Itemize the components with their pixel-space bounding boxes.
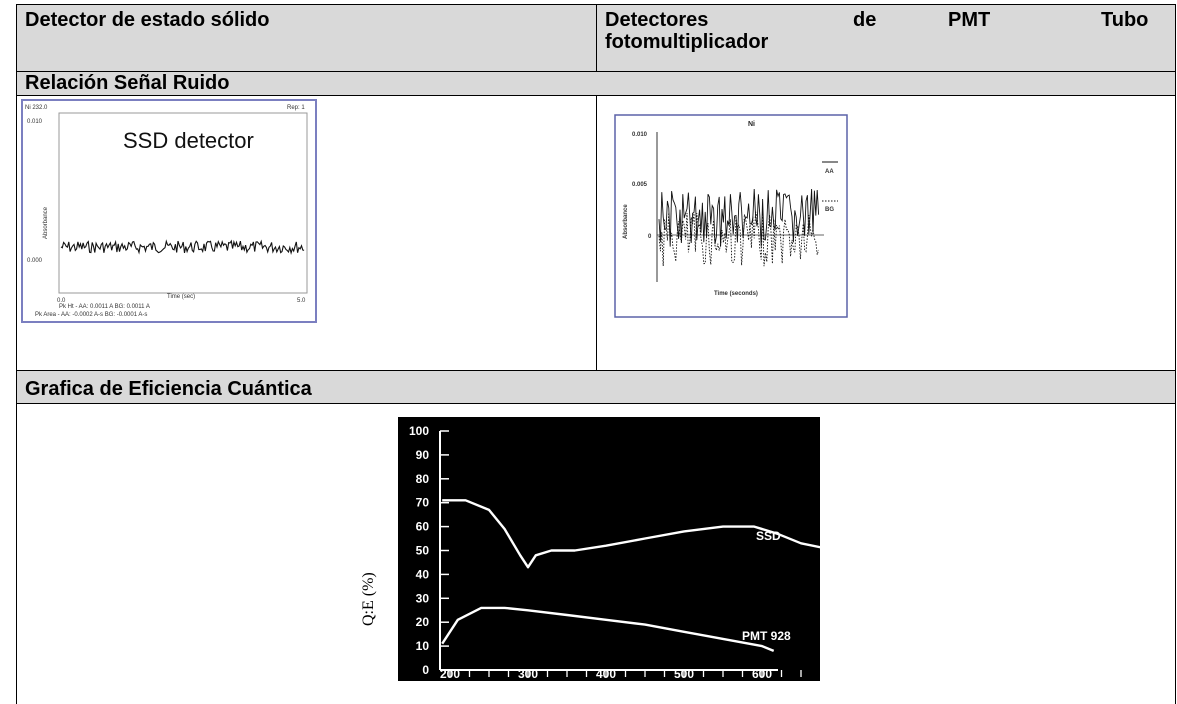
pmt-plot-cell: Ni 0.010 0.005 0 Absorbance AA BG Time (… — [596, 96, 1176, 371]
row-quantum-efficiency-label: Grafica de Eficiencia Cuántica — [25, 378, 312, 400]
ssd-ytick-top: 0.010 — [27, 119, 43, 125]
qe-xtick-label: 600 — [752, 667, 772, 681]
qe-series-label-pmt-928: PMT 928 — [742, 629, 791, 643]
ssd-top-right-label: Rep: 1 — [287, 105, 305, 111]
qe-ytick-label: 50 — [416, 544, 430, 558]
qe-ytick-label: 40 — [416, 567, 430, 581]
pmt-legend-aa: AA — [825, 169, 834, 175]
qe-ytick-label: 20 — [416, 615, 430, 629]
ssd-footer-1: Pk Ht - AA: 0.0011 A BG: 0.0011 A — [59, 304, 150, 310]
row-signal-noise: Relación Señal Ruido — [16, 72, 1176, 96]
pmt-ylabel: Absorbance — [623, 204, 629, 239]
qe-ytick-label: 10 — [416, 639, 430, 653]
qe-ytick-label: 30 — [416, 591, 430, 605]
ssd-ylabel: Absorbance — [43, 206, 49, 239]
header-pmt-line2: fotomultiplicador — [605, 31, 769, 53]
qe-xtick-label: 300 — [518, 667, 538, 681]
ssd-xtick-end: 5.0 — [297, 298, 306, 304]
qe-ytick-label: 100 — [409, 424, 429, 438]
ssd-ytick-mid: 0.000 — [27, 258, 43, 264]
qe-ytick-label: 70 — [416, 496, 430, 510]
ssd-plot-title: SSD detector — [123, 128, 254, 153]
qe-series-label-ssd: SSD — [756, 529, 781, 543]
pmt-plot: Ni 0.010 0.005 0 Absorbance AA BG Time (… — [614, 114, 848, 318]
ssd-xlabel: Time (sec) — [167, 294, 195, 300]
qe-series-ssd — [442, 499, 820, 569]
header-pmt-word-1: Detectores — [605, 9, 709, 31]
qe-ytick-label: 80 — [416, 472, 430, 486]
pmt-bg-trace — [658, 211, 820, 267]
qe-xtick-label: 200 — [440, 667, 460, 681]
header-solid-state-label: Detector de estado sólido — [25, 9, 270, 31]
ssd-xtick-start: 0.0 — [57, 298, 66, 304]
qe-xtick-label: 400 — [596, 667, 616, 681]
row-quantum-efficiency: Grafica de Eficiencia Cuántica — [16, 371, 1176, 404]
header-pmt-word-4: Tubo — [1101, 9, 1149, 31]
pmt-legend-bg: BG — [825, 207, 834, 213]
header-solid-state-detector: Detector de estado sólido — [16, 4, 596, 72]
ssd-noise-trace — [60, 239, 305, 255]
pmt-ytick-top: 0.010 — [632, 132, 648, 138]
ssd-plot: Ni 232.0 Rep: 1 SSD detector 0.010 0.000… — [21, 99, 317, 323]
qe-ylabel: Q:E (%) — [360, 572, 377, 626]
header-pmt-word-3: PMT — [948, 9, 991, 31]
header-pmt-word-2: de — [853, 9, 877, 31]
qe-xtick-label: 500 — [674, 667, 694, 681]
pmt-plot-title: Ni — [748, 121, 755, 128]
ssd-top-left-label: Ni 232.0 — [25, 105, 48, 111]
pmt-ytick-mid: 0.005 — [632, 182, 648, 188]
qe-ytick-label: 90 — [416, 448, 430, 462]
row-signal-noise-label: Relación Señal Ruido — [25, 72, 230, 94]
pmt-xlabel: Time (seconds) — [714, 291, 758, 297]
ssd-plot-cell: Ni 232.0 Rep: 1 SSD detector 0.010 0.000… — [16, 96, 596, 371]
pmt-aa-trace — [658, 188, 820, 247]
qe-series-pmt-928 — [441, 606, 775, 653]
pmt-ytick-zero: 0 — [648, 234, 652, 240]
qe-ytick-label: 0 — [422, 663, 429, 677]
header-pmt-detector: Detectores de PMT Tubo fotomultiplicador — [596, 4, 1176, 72]
qe-ytick-label: 60 — [416, 520, 430, 534]
ssd-footer-2: Pk Area - AA: -0.0002 A-s BG: -0.0001 A-… — [35, 312, 147, 318]
